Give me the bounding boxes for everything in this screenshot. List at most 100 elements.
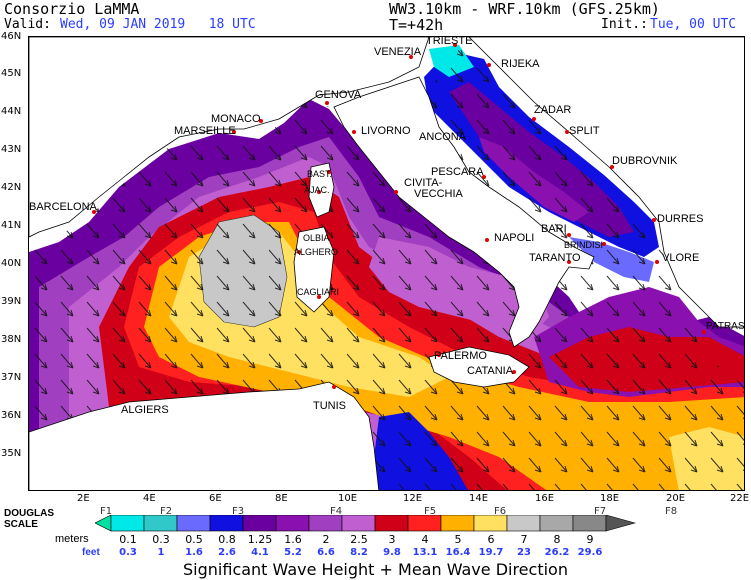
city-label: OLBIA — [303, 233, 330, 243]
douglas-force: F2 — [160, 506, 173, 517]
color-swatch — [209, 515, 244, 532]
douglas-force: F8 — [665, 506, 678, 517]
feet-value: 26.2 — [544, 547, 570, 558]
meters-value: 3 — [388, 533, 396, 546]
lat-tick: 38N — [1, 334, 22, 345]
lon-tick: 10E — [338, 493, 358, 504]
forecast-step: T=+42h — [389, 16, 444, 34]
city-label: ZADAR — [534, 104, 571, 116]
lat-tick: 45N — [1, 68, 22, 79]
lat-tick: 41N — [1, 220, 22, 231]
meters-value: 5 — [454, 533, 462, 546]
color-swatch — [440, 515, 475, 532]
city-label: BARI — [541, 223, 567, 235]
lon-tick: 18E — [600, 493, 620, 504]
lon-tick: 14E — [469, 493, 489, 504]
color-swatch — [506, 515, 541, 532]
meters-value: 9 — [586, 533, 594, 546]
city-label: TARANTO — [529, 252, 581, 264]
city-label: PESCARA — [431, 166, 484, 178]
land — [29, 37, 744, 490]
meters-value: 8 — [553, 533, 561, 546]
color-swatch — [176, 515, 211, 532]
feet-value: 13.1 — [412, 547, 438, 558]
color-bar — [95, 515, 637, 532]
lat-tick: 37N — [1, 372, 22, 383]
feet-value: 29.6 — [577, 547, 603, 558]
meters-value: 7 — [520, 533, 528, 546]
lon-tick: 22E — [730, 493, 750, 504]
model-title: WW3.10km - WRF.10km (GFS.25km) — [389, 0, 660, 18]
city-label: LIVORNO — [361, 125, 411, 137]
feet-value: 19.7 — [478, 547, 504, 558]
color-swatch — [143, 515, 178, 532]
map-title: Significant Wave Height + Mean Wave Dire… — [183, 560, 568, 579]
douglas-scale-title: DOUGLAS SCALE — [4, 508, 54, 530]
douglas-force: F3 — [232, 506, 245, 517]
color-swatch — [374, 515, 409, 532]
city-label: CAGLIARI — [297, 287, 339, 297]
color-swatch — [341, 515, 376, 532]
meters-value: 1.25 — [247, 533, 273, 546]
lat-tick: 36N — [1, 410, 22, 421]
lat-tick: 44N — [1, 106, 22, 117]
city-label: CIVITA- — [404, 177, 443, 189]
feet-value: 5.2 — [284, 547, 302, 558]
lon-tick: 8E — [275, 493, 288, 504]
feet-value: 9.8 — [383, 547, 401, 558]
init-date: Tue, 00 UTC — [650, 17, 737, 32]
feet-value: 1 — [157, 547, 165, 558]
feet-value: 4.1 — [251, 547, 269, 558]
city-label: DURRES — [657, 213, 703, 225]
city-label: GENOVA — [315, 89, 362, 101]
feet-value: 6.6 — [317, 547, 335, 558]
city-label: RIJEKA — [501, 58, 540, 70]
color-swatch — [275, 515, 310, 532]
init-label: Init.: — [601, 17, 648, 32]
city-label: MARSEILLE — [174, 125, 236, 137]
color-swatch — [572, 515, 607, 532]
lat-tick: 35N — [1, 448, 22, 459]
lat-tick: 46N — [1, 31, 22, 42]
city-label: AJAC. — [304, 185, 330, 195]
douglas-force: F5 — [424, 506, 437, 517]
wave-height-map: TRIESTE VENEZIA RIJEKA GENOVA MONACO MAR… — [28, 36, 745, 491]
lon-tick: 2E — [77, 493, 90, 504]
city-label: PATRAS — [706, 321, 745, 332]
feet-value: 23 — [517, 547, 531, 558]
org-title: Consorzio LaMMA — [4, 0, 140, 18]
valid-label: Valid: — [4, 17, 51, 32]
meters-value: 0.3 — [152, 533, 170, 546]
color-swatch — [539, 515, 574, 532]
meters-value: 4 — [421, 533, 429, 546]
color-swatch — [110, 515, 145, 532]
color-swatch — [407, 515, 442, 532]
color-swatch — [308, 515, 343, 532]
douglas-force: F4 — [330, 506, 343, 517]
city-label: VECCHIA — [414, 188, 464, 200]
city-label: TUNIS — [313, 400, 346, 412]
city-label: BARCELONA — [29, 201, 98, 213]
city-labels: TRIESTE VENEZIA RIJEKA GENOVA MONACO MAR… — [29, 37, 745, 416]
meters-value: 0.1 — [119, 533, 137, 546]
douglas-force: F7 — [594, 506, 607, 517]
city-label: ANCONA — [419, 131, 467, 143]
city-label: CATANIA — [467, 365, 514, 377]
feet-value: 0.3 — [119, 547, 137, 558]
city-label: PALERMO — [434, 350, 487, 362]
city-label: VLORE — [662, 252, 699, 264]
meters-value: 2.5 — [350, 533, 368, 546]
color-swatch — [242, 515, 277, 532]
lon-tick: 20E — [666, 493, 686, 504]
color-bar-min-arrow — [95, 515, 112, 532]
feet-value: 1.6 — [185, 547, 203, 558]
lon-tick: 16E — [535, 493, 555, 504]
feet-label: feet — [82, 547, 100, 558]
douglas-force: F1 — [100, 506, 113, 517]
city-label: ALGHERO — [294, 247, 338, 257]
color-swatch — [473, 515, 508, 532]
city-markers — [92, 43, 706, 404]
meters-label: meters — [55, 533, 89, 545]
meters-value: 1.6 — [284, 533, 302, 546]
feet-value: 8.2 — [350, 547, 368, 558]
